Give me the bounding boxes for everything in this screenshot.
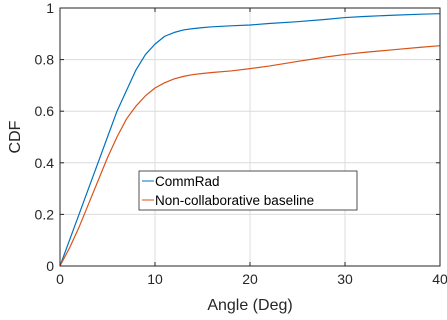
- legend-label-commrad: CommRad: [155, 174, 220, 189]
- y-tick-label: 0.4: [35, 155, 55, 171]
- legend-box: [138, 170, 358, 211]
- x-tick-label: 30: [337, 271, 353, 287]
- ticks: [59, 7, 441, 267]
- x-tick-label: 0: [56, 271, 64, 287]
- y-tick-labels: 0 0.2 0.4 0.6 0.8 1: [35, 0, 55, 274]
- series-line-baseline: [59, 45, 441, 267]
- y-axis-label: CDF: [7, 120, 24, 153]
- x-tick-label: 20: [242, 271, 258, 287]
- y-tick-label: 0: [46, 258, 54, 274]
- x-tick-labels: 0 10 20 30 40: [56, 271, 447, 287]
- x-tick-label: 40: [432, 271, 447, 287]
- x-axis-label: Angle (Deg): [207, 297, 292, 314]
- y-tick-label: 0.8: [35, 52, 55, 68]
- x-tick-label: 10: [147, 271, 163, 287]
- series-line-commrad: [59, 13, 441, 267]
- y-tick-label: 1: [46, 0, 54, 16]
- y-tick-label: 0.6: [35, 103, 55, 119]
- y-tick-label: 0.2: [35, 206, 55, 222]
- legend-label-baseline: Non-collaborative baseline: [155, 193, 314, 208]
- legend: CommRad Non-collaborative baseline: [138, 170, 358, 211]
- series-lines: [59, 13, 441, 267]
